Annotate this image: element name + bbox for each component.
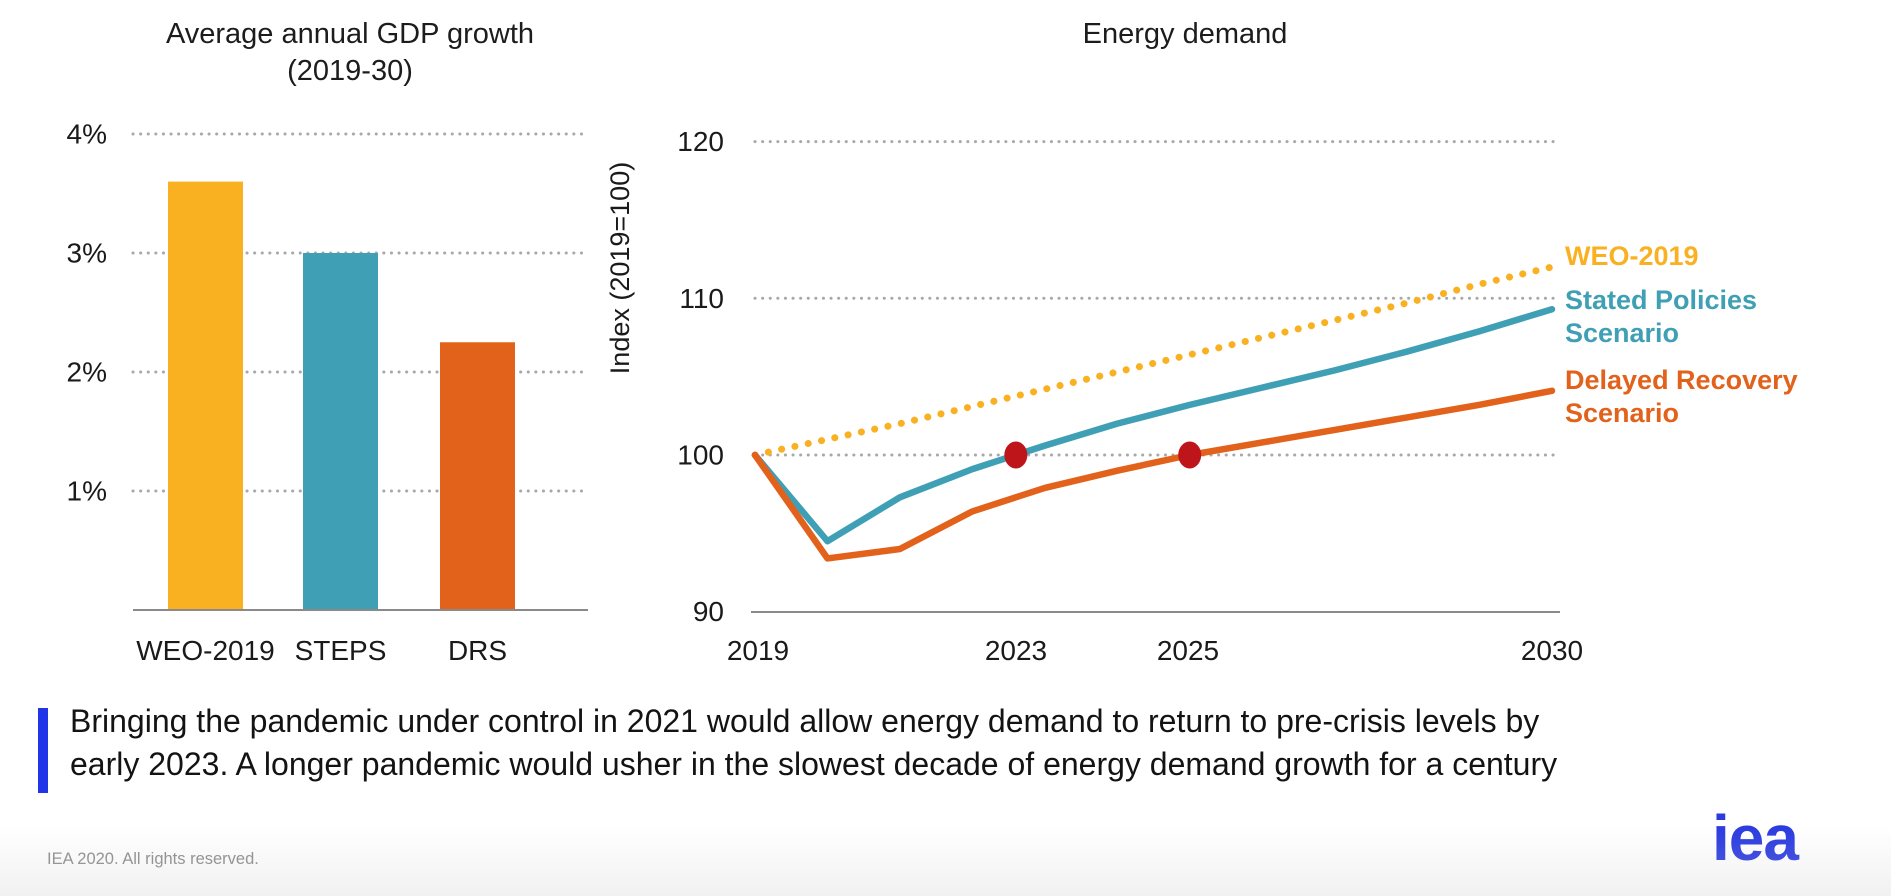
caption-accent-bar — [38, 708, 48, 793]
legend-item-weo-2019: WEO-2019 — [1565, 241, 1699, 271]
energy-line-chart: Index (2019=100) 90 100 110 120 2019 2023 2025 2… — [605, 126, 1583, 666]
y-tick-label: 110 — [679, 283, 724, 314]
series-line-weo-2019 — [751, 263, 1556, 459]
caption-line-2: early 2023. A longer pandemic would ushe… — [70, 746, 1558, 782]
y-tick-label: 120 — [677, 126, 724, 157]
crossing-marker-dot — [1004, 441, 1028, 469]
footer-copyright: IEA 2020. All rights reserved. — [47, 850, 259, 868]
bar-drs — [440, 342, 515, 610]
y-tick-label: 1% — [67, 476, 107, 507]
x-tick-label: STEPS — [295, 635, 387, 666]
bar-weo-2019 — [168, 181, 243, 610]
x-tick-label: 2030 — [1521, 635, 1583, 666]
y-tick-label: 3% — [67, 238, 107, 269]
x-tick-label: 2025 — [1157, 635, 1219, 666]
iea-logo: iea — [1712, 802, 1799, 874]
series-line-delayed-recovery-scenario — [751, 387, 1556, 562]
y-tick-label: 4% — [67, 119, 107, 150]
energy-chart-legend: WEO-2019 Stated Policies Scenario Delayed … — [1565, 240, 1875, 441]
bar-steps — [303, 253, 378, 610]
energy-chart-title: Energy demand — [1082, 18, 1288, 50]
gdp-bar-chart: 1% 2% 3% 4% WEO-2019 STEPS DRS — [67, 119, 590, 666]
gdp-chart-title: Average annual GDP growth — [165, 18, 535, 50]
bottom-fade-decoration — [0, 826, 1891, 896]
series-line-stated-policies-scenario — [751, 306, 1556, 545]
y-tick-label: 100 — [677, 440, 724, 471]
key-message: Bringing the pandemic under control in 2… — [38, 700, 1848, 793]
y-tick-label: 2% — [67, 357, 107, 388]
caption-text: Bringing the pandemic under control in 2… — [70, 700, 1848, 786]
legend-item-stated-policies-scenario: Stated Policies Scenario — [1565, 285, 1758, 348]
gdp-chart-title-block: Average annual GDP growth (2019-30) — [90, 16, 610, 90]
x-tick-label: DRS — [448, 635, 507, 666]
legend-item-delayed-recovery-scenario: Delayed Recovery Scenario — [1565, 365, 1798, 428]
x-tick-label: 2023 — [985, 635, 1047, 666]
crossing-marker-dot — [1178, 441, 1202, 469]
caption-line-1: Bringing the pandemic under control in 2… — [70, 703, 1540, 739]
x-tick-label: 2019 — [727, 635, 789, 666]
gdp-chart-subtitle: (2019-30) — [287, 55, 413, 87]
y-tick-label: 90 — [693, 596, 724, 627]
x-tick-label: WEO-2019 — [136, 635, 275, 666]
y-axis-title: Index (2019=100) — [605, 162, 635, 374]
